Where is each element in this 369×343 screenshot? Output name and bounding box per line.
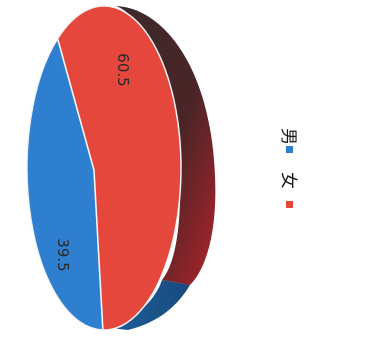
pie-side-blue [110, 280, 190, 330]
data-label-female: 60.5 [114, 53, 132, 86]
pie-slice-male [26, 36, 104, 331]
legend-swatch-male [286, 146, 293, 153]
legend-swatch-female [286, 201, 293, 208]
legend-label-male: 男 [278, 128, 298, 145]
pie-side-red [116, 6, 216, 285]
legend: 男 女 [278, 128, 298, 208]
data-label-male: 39.5 [54, 238, 72, 271]
pie-slice-female [56, 5, 182, 331]
legend-label-female: 女 [278, 172, 298, 189]
